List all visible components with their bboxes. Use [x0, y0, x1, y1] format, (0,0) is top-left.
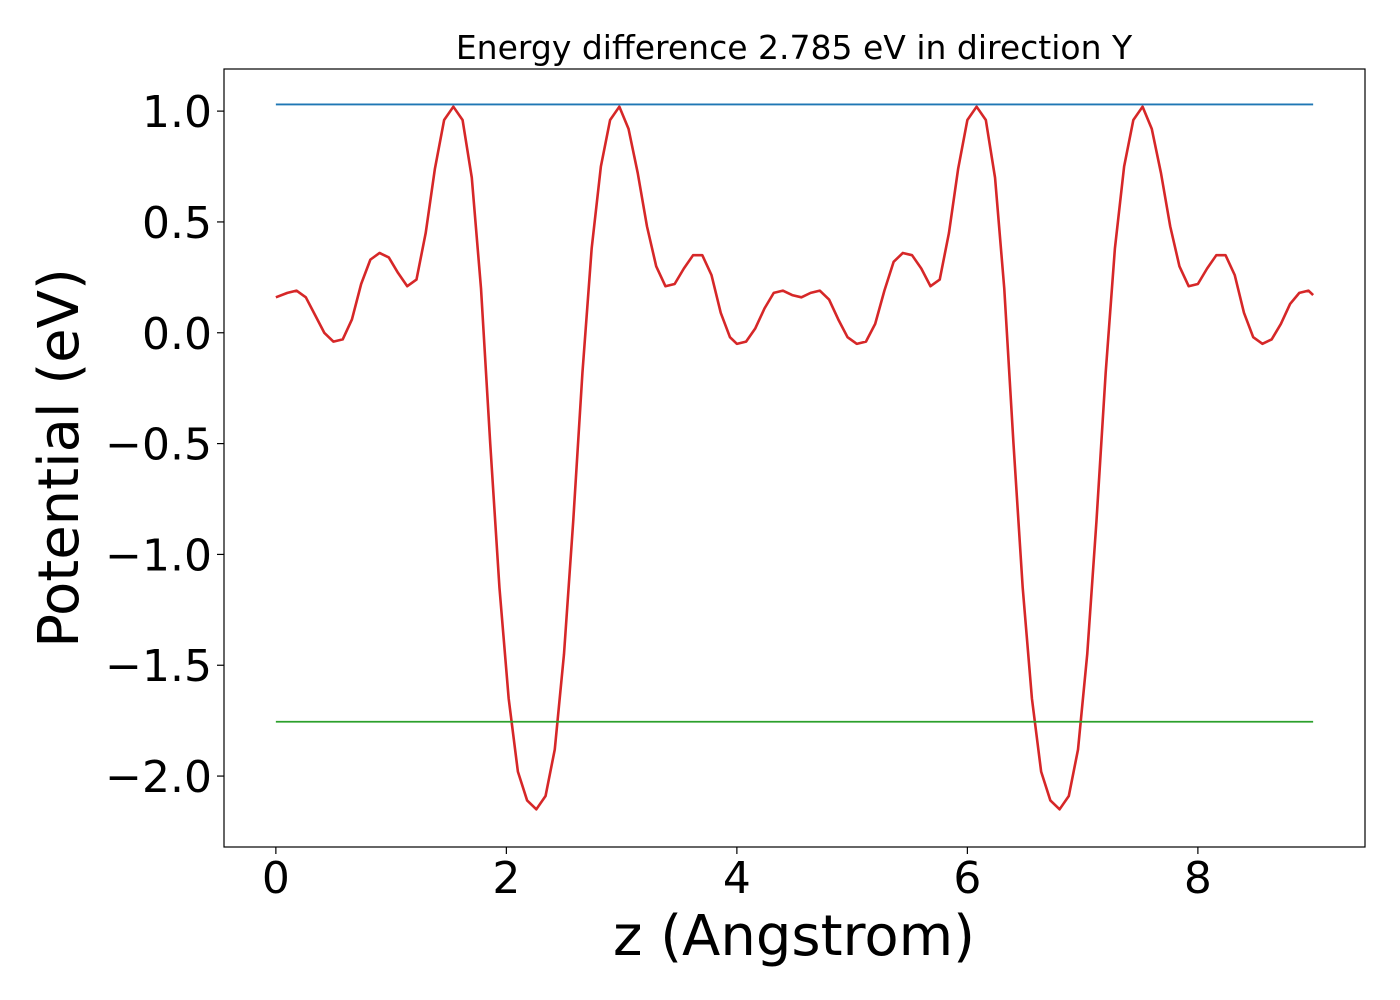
x-tick-label: 6: [953, 853, 981, 904]
plot-area-frame: [223, 68, 1366, 848]
series-line-0: [275, 105, 1315, 811]
y-tick-label: 0.0: [142, 309, 212, 360]
x-tick-label: 4: [723, 853, 751, 904]
y-tick-label: −2.0: [105, 752, 212, 803]
series-layer: [275, 103, 1315, 811]
x-axis-label: z (Angstrom): [613, 904, 975, 969]
y-axis-ticks: 1.0 0.5 0.0 −0.5 −1.0 −1.5 −2.0: [105, 87, 224, 803]
y-tick-label: −0.5: [105, 420, 212, 471]
y-tick-label: −1.0: [105, 530, 212, 581]
x-tick-label: 2: [492, 853, 520, 904]
y-tick-label: −1.5: [105, 641, 212, 692]
chart-title: Energy difference 2.785 eV in direction …: [456, 28, 1133, 67]
y-axis-label: Potential (eV): [27, 268, 92, 648]
y-tick-label: 1.0: [142, 87, 212, 138]
y-tick-label: 0.5: [142, 198, 212, 249]
x-tick-label: 0: [262, 853, 290, 904]
x-axis-ticks: 0 2 4 6 8: [262, 847, 1212, 904]
x-tick-label: 8: [1184, 853, 1212, 904]
